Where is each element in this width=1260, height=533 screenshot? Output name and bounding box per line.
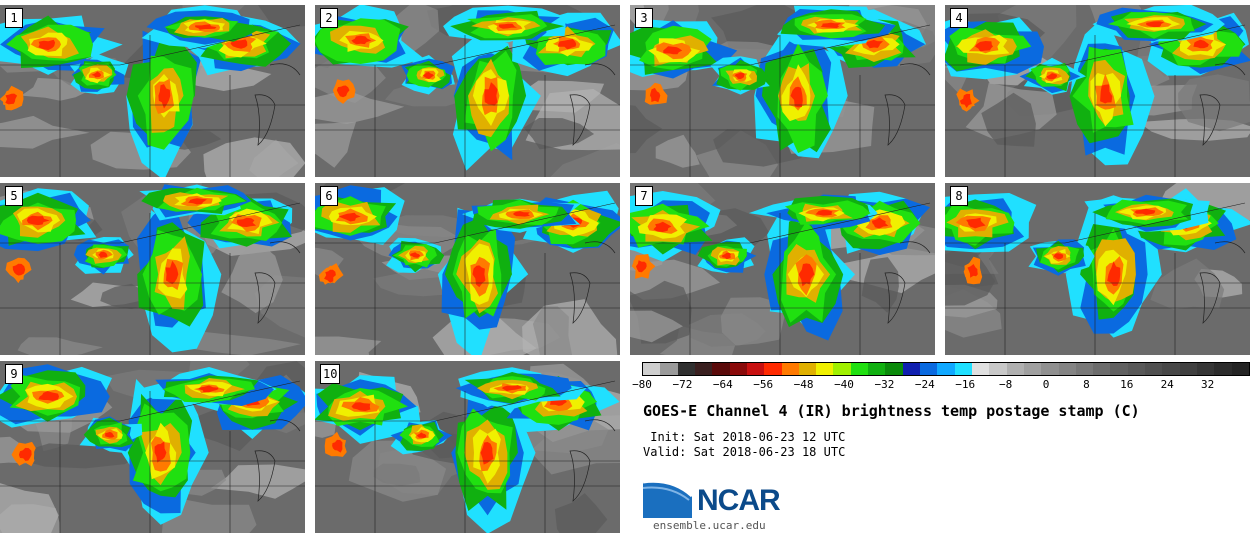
satellite-panel-3: 3: [630, 5, 935, 177]
panel-number: 5: [5, 186, 23, 206]
colorbar-swatch: [1179, 363, 1197, 375]
panel-number: 7: [635, 186, 653, 206]
colorbar-tick-label: −64: [712, 378, 733, 391]
init-time: Init: Sat 2018-06-23 12 UTC: [643, 430, 846, 444]
ir-imagery-map: [630, 183, 935, 355]
colorbar-swatch: [1075, 363, 1094, 375]
colorbar-tick-label: −32: [874, 378, 895, 391]
satellite-panel-8: 8: [945, 183, 1250, 355]
colorbar-tick-label: −16: [955, 378, 976, 391]
colorbar-swatch: [712, 363, 730, 375]
ir-imagery-map: [0, 361, 305, 533]
colorbar-tick-label: −56: [753, 378, 774, 391]
colorbar-tick-label: 8: [1083, 378, 1090, 391]
panel-number: 2: [320, 8, 338, 28]
panel-number: 1: [5, 8, 23, 28]
panel-number: 10: [320, 364, 341, 384]
satellite-panel-4: 4: [945, 5, 1250, 177]
colorbar-swatch: [902, 363, 920, 375]
colorbar-swatch: [1214, 363, 1232, 375]
ncar-logo-text: NCAR: [697, 484, 781, 517]
ncar-logo-icon: [642, 479, 694, 518]
colorbar-swatch: [1231, 363, 1249, 375]
colorbar-swatch: [1058, 363, 1076, 375]
colorbar-swatch: [1093, 363, 1111, 375]
satellite-panel-1: 1: [0, 5, 305, 177]
colorbar-swatch: [937, 363, 955, 375]
panel-number: 6: [320, 186, 338, 206]
colorbar-swatch: [746, 363, 765, 375]
colorbar-tick-label: −80: [632, 378, 652, 391]
colorbar-tick-label: 32: [1200, 378, 1215, 391]
satellite-panel-2: 2: [315, 5, 620, 177]
colorbar-swatch: [643, 363, 661, 375]
colorbar-swatch: [954, 363, 972, 375]
colorbar-swatch: [971, 363, 990, 375]
ir-imagery-map: [630, 5, 935, 177]
colorbar-swatch: [694, 363, 713, 375]
satellite-panel-6: 6: [315, 183, 620, 355]
satellite-panel-9: 9: [0, 361, 305, 533]
colorbar-tick-label: −72: [672, 378, 693, 391]
valid-time: Valid: Sat 2018-06-23 18 UTC: [643, 445, 846, 459]
ir-imagery-map: [945, 5, 1250, 177]
colorbar-swatch: [850, 363, 869, 375]
site-url: ensemble.ucar.edu: [653, 519, 766, 532]
colorbar-swatch: [729, 363, 747, 375]
colorbar-swatch: [989, 363, 1007, 375]
panel-number: 8: [950, 186, 968, 206]
panel-number: 9: [5, 364, 23, 384]
colorbar-swatch: [1127, 363, 1146, 375]
colorbar-tick-label: −40: [834, 378, 854, 391]
colorbar-ticks: −80 −72 −64 −56 −48 −40 −32 −24 −16 −8 0 8 16 24 32: [632, 378, 1248, 392]
colorbar-tick-label: −8: [998, 378, 1013, 391]
ir-imagery-map: [0, 183, 305, 355]
ir-imagery-map: [315, 5, 620, 177]
colorbar-swatch: [1145, 363, 1163, 375]
satellite-panel-10: 10: [315, 361, 620, 533]
colorbar-tick-label: −24: [914, 378, 935, 391]
colorbar-swatch: [677, 363, 695, 375]
colorbar-swatch: [764, 363, 782, 375]
colorbar-swatch: [1023, 363, 1042, 375]
ir-imagery-map: [315, 183, 620, 355]
ir-imagery-map: [945, 183, 1250, 355]
colorbar-tick-label: 0: [1042, 378, 1050, 391]
ir-imagery-map: [315, 361, 620, 533]
colorbar-swatch: [781, 363, 799, 375]
colorbar-swatch: [816, 363, 834, 375]
colorbar-swatch: [885, 363, 903, 375]
colorbar-swatch: [1162, 363, 1180, 375]
colorbar-tick-label: −48: [793, 378, 814, 391]
panel-number: 4: [950, 8, 968, 28]
colorbar-swatch: [833, 363, 851, 375]
colorbar-swatch: [868, 363, 886, 375]
colorbar-tick-label: 24: [1160, 378, 1174, 391]
colorbar-swatch: [1041, 363, 1059, 375]
colorbar-swatch: [1006, 363, 1024, 375]
colorbar-swatch: [1110, 363, 1128, 375]
colorbar-swatch: [798, 363, 817, 375]
satellite-panel-5: 5: [0, 183, 305, 355]
colorbar-swatch: [1197, 363, 1215, 375]
panel-number: 3: [635, 8, 653, 28]
colorbar-tick-label: 16: [1120, 378, 1134, 391]
ir-imagery-map: [0, 5, 305, 177]
colorbar-swatch: [920, 363, 938, 375]
colorbar: [642, 362, 1250, 376]
satellite-panel-7: 7: [630, 183, 935, 355]
figure-title: GOES-E Channel 4 (IR) brightness temp po…: [643, 402, 1140, 420]
colorbar-swatch: [660, 363, 678, 375]
